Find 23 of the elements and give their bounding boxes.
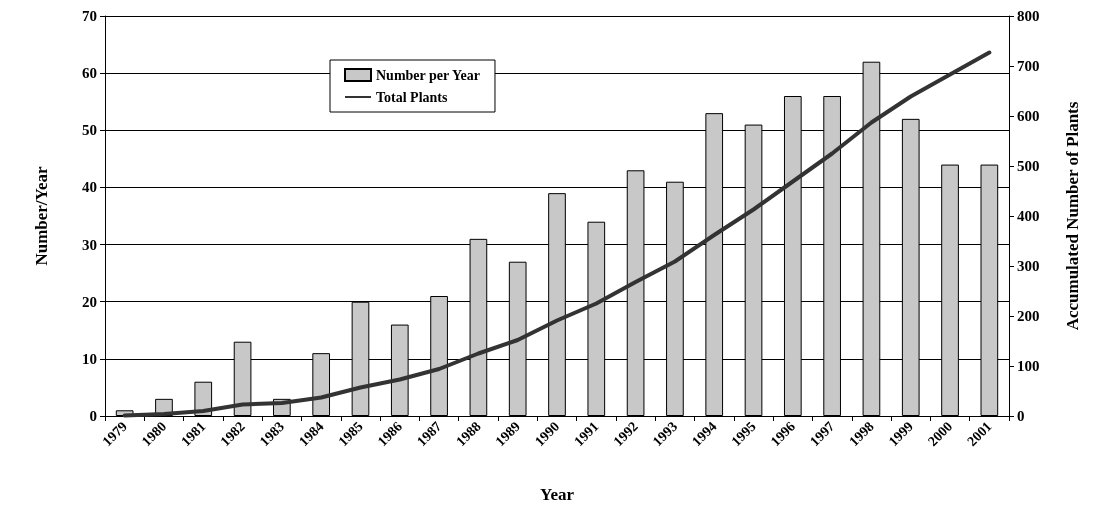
y2-tick-label: 200	[1017, 308, 1040, 324]
x-axis-title: Year	[540, 485, 575, 504]
y-tick-label: 60	[82, 65, 97, 82]
line-series	[122, 50, 992, 418]
legend-label: Number per Year	[376, 67, 480, 83]
y-axis-title: Number/Year	[32, 165, 51, 266]
y2-tick-label: 700	[1017, 58, 1040, 74]
y-tick-label: 70	[82, 8, 97, 24]
y2-tick-label: 0	[1017, 408, 1025, 424]
y-tick-label: 0	[89, 408, 97, 424]
y-tick-label: 20	[82, 293, 97, 310]
legend-label: Total Plants	[376, 89, 448, 105]
y2-tick-label: 800	[1017, 8, 1040, 24]
y-tick-label: 10	[82, 350, 97, 367]
y-tick-label: 40	[82, 179, 97, 196]
y2-tick-label: 500	[1017, 158, 1040, 174]
y2-tick-label: 300	[1017, 258, 1040, 274]
y2-axis-title: Accumulated Number of Plants	[1063, 101, 1082, 331]
y2-tick-label: 400	[1017, 208, 1040, 224]
y2-tick-label: 600	[1017, 108, 1040, 124]
y-tick-label: 30	[82, 236, 97, 253]
y2-tick-label: 100	[1017, 358, 1040, 374]
y-tick-label: 50	[82, 122, 97, 139]
